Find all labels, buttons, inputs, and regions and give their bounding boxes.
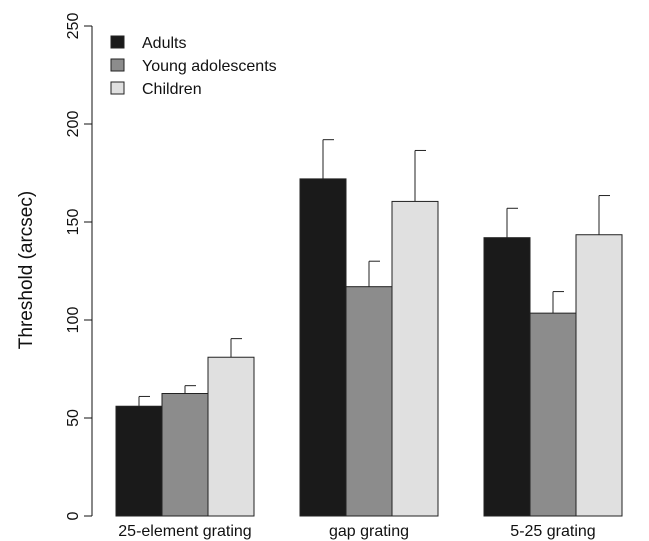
x-axis-labels: 25-element grating gap grating 5-25 gratin… xyxy=(118,523,595,540)
bar xyxy=(391,200,439,517)
bars-layer xyxy=(115,178,623,517)
x-category-label: 25-element grating xyxy=(118,523,251,540)
y-axis: 0 50 100 150 200 250 xyxy=(65,13,93,520)
y-tick-label: 150 xyxy=(65,209,82,236)
bar xyxy=(483,237,531,517)
legend-label: Adults xyxy=(142,35,186,52)
legend-swatch xyxy=(110,58,125,72)
legend-label: Children xyxy=(142,81,202,98)
legend-swatch xyxy=(110,35,125,49)
y-tick-label: 200 xyxy=(65,111,82,138)
x-category-label: 5-25 grating xyxy=(510,523,595,540)
bar xyxy=(345,286,393,517)
bar xyxy=(161,393,209,517)
x-category-label: gap grating xyxy=(329,523,409,540)
bar xyxy=(529,312,577,517)
y-tick-label: 50 xyxy=(65,409,82,427)
error-bars-layer xyxy=(138,139,610,407)
legend-swatch xyxy=(110,81,125,95)
y-tick-label: 0 xyxy=(65,511,82,520)
bar xyxy=(575,234,623,517)
y-tick-label: 100 xyxy=(65,307,82,334)
legend: Adults Young adolescents Children xyxy=(110,35,277,98)
y-axis-title: Threshold (arcsec) xyxy=(16,191,37,349)
bar xyxy=(207,356,255,517)
legend-label: Young adolescents xyxy=(142,58,277,75)
bar xyxy=(299,178,347,517)
bar xyxy=(115,405,163,517)
y-tick-label: 250 xyxy=(65,13,82,40)
